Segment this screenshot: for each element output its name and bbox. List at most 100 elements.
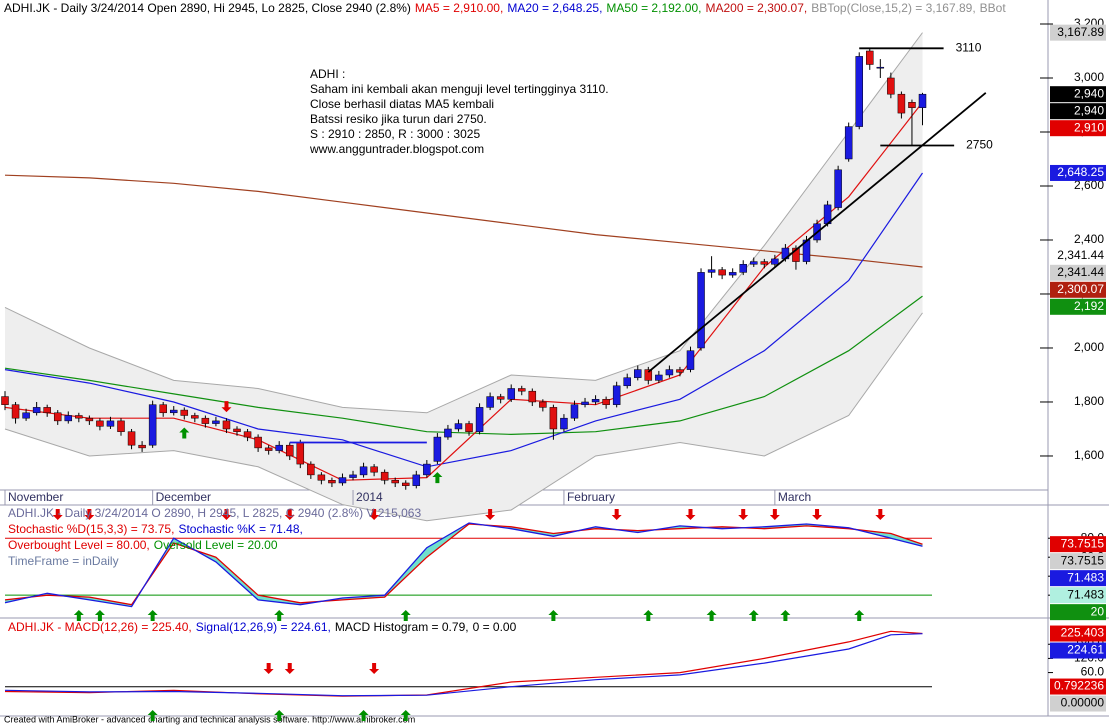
candle-body	[623, 377, 631, 387]
value-badge-label: 2,940	[1074, 103, 1104, 117]
annotation: www.angguntrader.blogspot.com	[309, 142, 484, 156]
title-segment: MA50 = 2,192.00,	[606, 1, 701, 15]
title-segment: Signal(12,26,9) = 224.61,	[196, 620, 331, 634]
candle-body	[285, 444, 294, 457]
buy-arrow	[400, 710, 411, 721]
title: ADHI.JK - Daily 3/24/2014 Open 2890, Hi …	[4, 1, 1006, 15]
sell-arrow	[738, 509, 749, 520]
candle-body	[887, 77, 895, 95]
macd-line	[4, 630, 923, 697]
candle-body	[465, 423, 473, 432]
month-label: March	[778, 490, 811, 504]
candle-body	[612, 385, 621, 405]
candle-body	[486, 396, 494, 408]
title-segment: Overbought Level = 80.00,	[8, 538, 150, 552]
candle-body	[496, 396, 505, 400]
sell-arrow	[263, 663, 274, 674]
candle-body	[212, 420, 220, 424]
candle-body	[370, 466, 378, 473]
title-segment: MACD Histogram = 0.79,	[335, 620, 469, 634]
buy-arrow	[643, 610, 654, 621]
value-badge	[1050, 587, 1106, 604]
sell-arrow	[685, 509, 696, 520]
candle-body	[201, 417, 210, 424]
macd-line	[4, 633, 923, 697]
candle-body	[844, 126, 853, 160]
buy-arrow	[748, 610, 759, 621]
month-label: December	[156, 490, 211, 504]
candle-body	[243, 431, 252, 438]
candle-body	[233, 428, 241, 432]
value-badge-label: 3,167.89	[1057, 25, 1104, 39]
value-badge	[1050, 120, 1106, 137]
moving-average	[4, 174, 923, 268]
title-segment: TimeFrame = inDaily	[8, 554, 119, 568]
candle-body	[380, 471, 389, 481]
buy-arrow	[147, 710, 158, 721]
candle-body	[539, 401, 547, 408]
candle-body	[475, 407, 484, 432]
buy-arrow	[147, 610, 158, 621]
title-segment: Stochastic %K = 71.48,	[178, 522, 302, 536]
y-tick-label: 1,800	[1074, 394, 1104, 408]
candle-body	[665, 369, 674, 376]
title-segment: MA200 = 2,300.07,	[705, 1, 807, 15]
drawn-line	[647, 92, 987, 373]
candle-body	[254, 436, 262, 449]
candle-body	[127, 431, 136, 446]
value-badge	[1050, 164, 1106, 181]
candle-body	[707, 269, 716, 273]
title-segment: BBot	[980, 1, 1007, 15]
candle-body	[750, 261, 758, 265]
value-badge	[1050, 264, 1106, 281]
value-badge-label: 2,910	[1074, 120, 1104, 134]
candle-body	[549, 407, 558, 430]
annotation: Batssi resiko jika turun dari 2750.	[310, 112, 487, 126]
y-tick-label: 1,600	[1074, 448, 1104, 462]
title-segment: ADHI.JK - Daily 3/24/2014 O 2890, H 2945…	[8, 506, 421, 520]
candle-body	[760, 261, 769, 265]
month-label: 2014	[356, 490, 383, 504]
candle-body	[75, 415, 83, 419]
value-badge	[1050, 553, 1106, 570]
value-badge	[1050, 86, 1106, 103]
candle-body	[106, 420, 115, 427]
candle-body	[317, 474, 326, 481]
candle-body	[728, 272, 737, 276]
candle-body	[391, 480, 399, 484]
candle-body	[655, 374, 663, 381]
value-badge-label: 2,300.07	[1057, 282, 1104, 296]
sell-arrow	[84, 509, 95, 520]
buy-arrow	[274, 710, 285, 721]
buy-arrow	[548, 610, 559, 621]
candle-body	[159, 404, 167, 414]
candle-body	[602, 399, 610, 405]
value-badge-label: 20	[1091, 604, 1105, 618]
value-badge-label: 2,341.44	[1057, 248, 1104, 262]
value-badge	[1050, 604, 1106, 621]
candle-body	[771, 258, 779, 265]
candle-body	[866, 50, 874, 65]
candle-body	[180, 409, 189, 416]
candle-body	[222, 420, 231, 430]
value-badge	[1050, 298, 1106, 315]
value-badge	[1050, 247, 1106, 264]
buy-arrow	[358, 710, 369, 721]
buy-arrow	[400, 610, 411, 621]
buy-arrow	[780, 610, 791, 621]
level-label: 2750	[966, 138, 993, 152]
candle-body	[739, 264, 747, 273]
candle-body	[581, 401, 589, 405]
sell-arrow	[875, 509, 886, 520]
sell-arrow	[284, 663, 295, 674]
stochastic-line	[4, 522, 923, 608]
value-badge	[1050, 536, 1106, 553]
candle-body	[138, 444, 146, 449]
candle-body	[22, 412, 30, 419]
buy-arrow	[432, 472, 443, 484]
footer: Created with AmiBroker - advanced charti…	[4, 714, 415, 724]
candle-body	[634, 369, 642, 378]
value-badge	[1050, 678, 1106, 695]
title: ADHI.JK - MACD(12,26) = 225.40, Signal(12…	[8, 620, 517, 634]
title: Overbought Level = 80.00, Oversold Level …	[8, 538, 278, 552]
